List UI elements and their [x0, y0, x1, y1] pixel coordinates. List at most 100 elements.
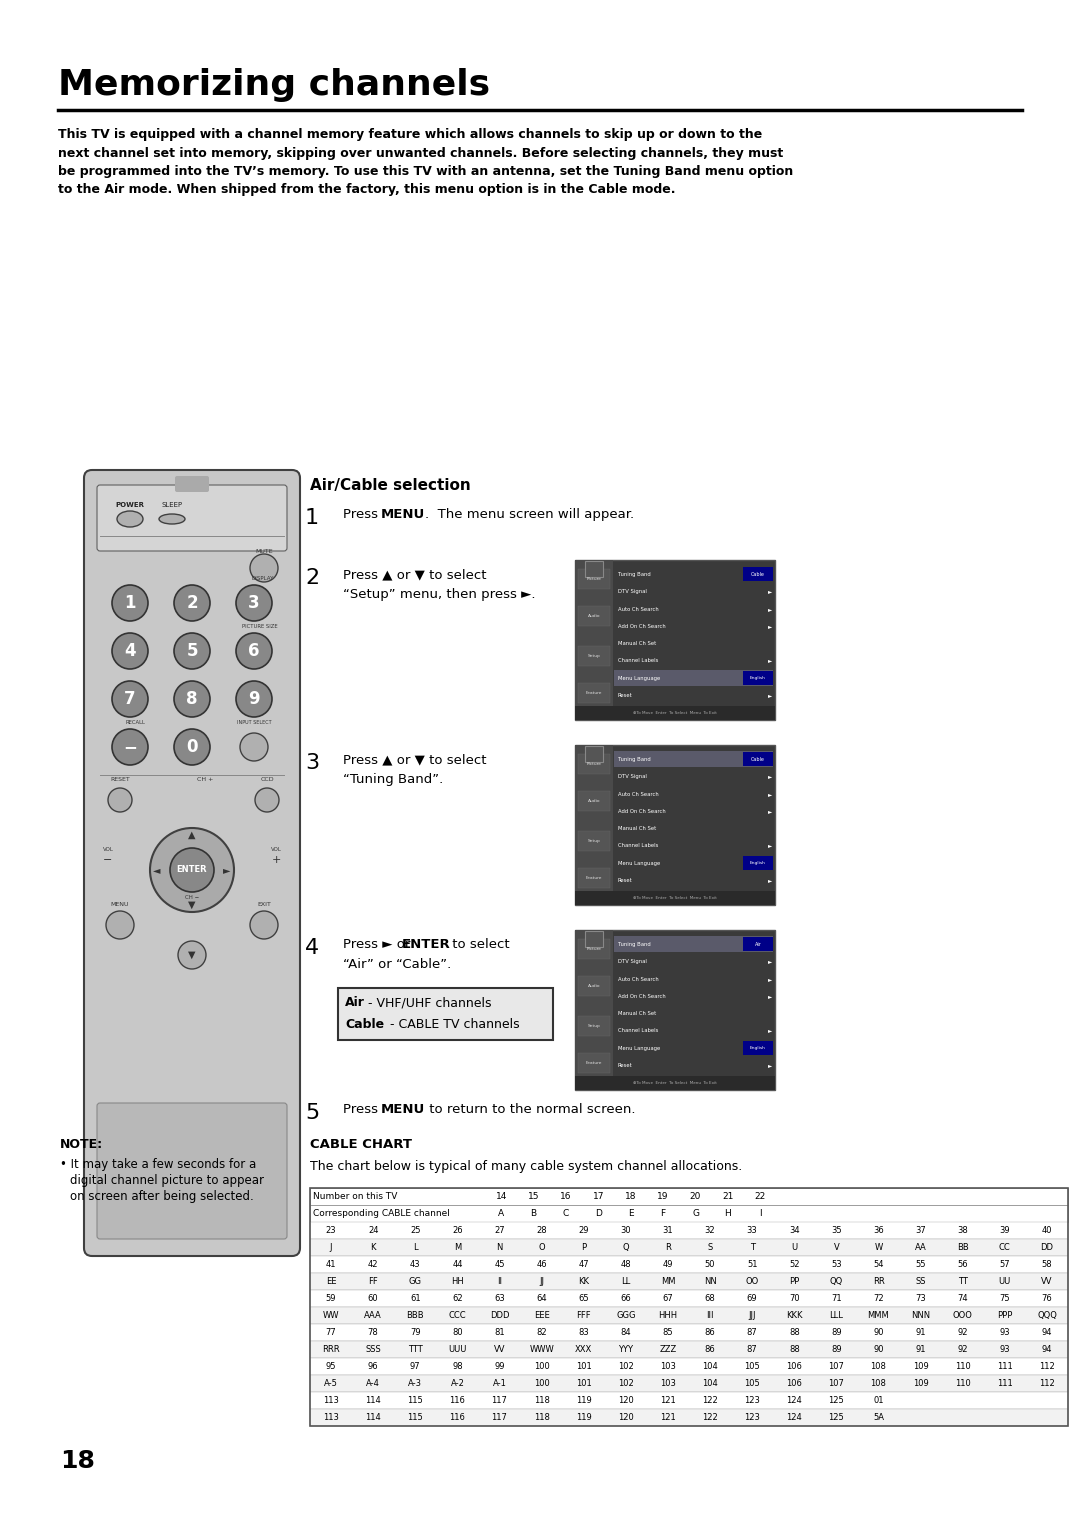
Text: TTT: TTT: [408, 1345, 422, 1354]
Text: 94: 94: [1042, 1345, 1052, 1354]
Text: 84: 84: [621, 1328, 631, 1337]
Text: ►: ►: [768, 960, 772, 964]
Text: 93: 93: [999, 1345, 1010, 1354]
Text: ▲: ▲: [188, 830, 195, 840]
Text: This TV is equipped with a channel memory feature which allows channels to skip : This TV is equipped with a channel memor…: [58, 128, 793, 197]
Text: 110: 110: [955, 1361, 971, 1371]
FancyBboxPatch shape: [578, 570, 610, 590]
Bar: [575, 1076, 775, 1089]
Text: 01: 01: [874, 1397, 883, 1406]
Text: 102: 102: [618, 1361, 634, 1371]
Bar: [310, 1306, 1068, 1323]
Text: 30: 30: [621, 1225, 631, 1235]
Text: U: U: [792, 1242, 797, 1251]
Text: KK: KK: [578, 1277, 590, 1287]
Text: AAA: AAA: [364, 1311, 382, 1320]
Text: KKK: KKK: [786, 1311, 802, 1320]
Text: 50: 50: [705, 1261, 715, 1268]
Text: C: C: [563, 1209, 569, 1218]
Circle shape: [237, 633, 272, 669]
Text: 64: 64: [537, 1294, 546, 1303]
FancyBboxPatch shape: [578, 683, 610, 703]
Text: 71: 71: [832, 1294, 841, 1303]
Text: 105: 105: [744, 1378, 760, 1387]
Text: Reset: Reset: [618, 879, 633, 883]
Text: Cable: Cable: [751, 571, 765, 578]
Bar: [743, 567, 773, 581]
Text: 95: 95: [326, 1361, 336, 1371]
Text: OOO: OOO: [953, 1311, 973, 1320]
Text: 67: 67: [662, 1294, 673, 1303]
Bar: [310, 1187, 1068, 1206]
Text: 4: 4: [305, 938, 319, 958]
Circle shape: [249, 911, 278, 940]
Text: 89: 89: [832, 1345, 841, 1354]
Text: 100: 100: [534, 1378, 550, 1387]
Text: III: III: [706, 1311, 714, 1320]
FancyBboxPatch shape: [97, 1103, 287, 1239]
FancyBboxPatch shape: [578, 755, 610, 775]
Text: 108: 108: [870, 1378, 887, 1387]
Bar: [310, 1222, 1068, 1239]
Text: 8: 8: [186, 691, 198, 707]
Text: Menu Language: Menu Language: [618, 1045, 660, 1051]
FancyBboxPatch shape: [585, 931, 603, 947]
Text: VOL: VOL: [103, 847, 113, 853]
Bar: [615, 750, 773, 767]
Text: The chart below is typical of many cable system channel allocations.: The chart below is typical of many cable…: [310, 1160, 742, 1174]
Text: 58: 58: [1041, 1261, 1052, 1268]
Bar: [310, 1256, 1068, 1273]
Text: 116: 116: [449, 1397, 465, 1406]
Text: FFF: FFF: [577, 1311, 591, 1320]
Text: ▼: ▼: [188, 950, 195, 960]
Text: 20: 20: [690, 1192, 701, 1201]
Text: 28: 28: [537, 1225, 546, 1235]
Circle shape: [112, 585, 148, 620]
Text: 41: 41: [326, 1261, 336, 1268]
Text: 80: 80: [453, 1328, 462, 1337]
Text: 65: 65: [579, 1294, 589, 1303]
Text: JJ: JJ: [539, 1277, 544, 1287]
Text: 88: 88: [788, 1345, 799, 1354]
Text: Cable: Cable: [751, 758, 765, 762]
Bar: [575, 931, 613, 1089]
Text: ZZZ: ZZZ: [659, 1345, 676, 1354]
Text: 98: 98: [453, 1361, 462, 1371]
Text: EXIT: EXIT: [257, 902, 271, 908]
Text: 114: 114: [365, 1397, 381, 1406]
Text: CCD: CCD: [260, 778, 274, 782]
Text: on screen after being selected.: on screen after being selected.: [70, 1190, 254, 1203]
Text: OO: OO: [745, 1277, 759, 1287]
Text: W: W: [875, 1242, 882, 1251]
Text: 78: 78: [368, 1328, 379, 1337]
Text: 108: 108: [870, 1361, 887, 1371]
Text: Add On Ch Search: Add On Ch Search: [618, 623, 665, 630]
Bar: [743, 671, 773, 685]
Text: FF: FF: [368, 1277, 378, 1287]
FancyBboxPatch shape: [578, 868, 610, 888]
Text: Picture: Picture: [586, 578, 602, 581]
Text: 46: 46: [537, 1261, 546, 1268]
Text: WW: WW: [323, 1311, 339, 1320]
Text: Manual Ch Set: Manual Ch Set: [618, 642, 657, 646]
Text: DDD: DDD: [489, 1311, 510, 1320]
Circle shape: [174, 585, 210, 620]
Text: RESET: RESET: [110, 778, 130, 782]
Text: ►: ►: [768, 1063, 772, 1068]
Text: O: O: [538, 1242, 545, 1251]
FancyBboxPatch shape: [585, 561, 603, 578]
Text: 104: 104: [702, 1378, 718, 1387]
Text: 6: 6: [248, 642, 260, 660]
Text: ►: ►: [768, 976, 772, 981]
Bar: [338, 989, 553, 1041]
Text: 35: 35: [832, 1225, 841, 1235]
Bar: [310, 1375, 1068, 1392]
Text: Air: Air: [345, 996, 365, 1008]
Text: 90: 90: [874, 1328, 883, 1337]
Text: 36: 36: [873, 1225, 883, 1235]
Text: ►: ►: [224, 865, 231, 876]
Text: Press ▲ or ▼ to select: Press ▲ or ▼ to select: [343, 568, 486, 581]
Text: 118: 118: [534, 1413, 550, 1423]
Text: 79: 79: [410, 1328, 420, 1337]
Text: BB: BB: [957, 1242, 969, 1251]
